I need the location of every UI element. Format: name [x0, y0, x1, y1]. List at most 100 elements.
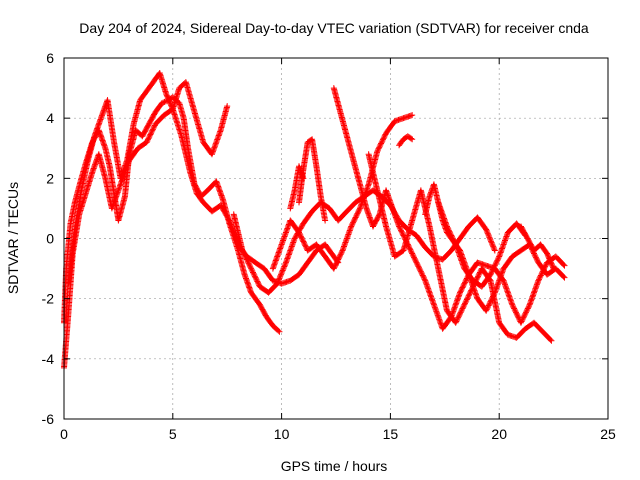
data-point — [457, 310, 464, 317]
data-point — [533, 255, 540, 262]
data-point — [491, 246, 498, 253]
data-point — [247, 264, 254, 271]
data-point — [509, 302, 516, 309]
data-point — [348, 222, 355, 229]
data-point — [561, 262, 568, 269]
data-point — [448, 232, 455, 239]
data-point — [298, 224, 305, 231]
data-point — [217, 202, 224, 209]
data-point — [352, 214, 359, 221]
data-point — [160, 99, 167, 106]
data-point — [149, 127, 156, 134]
data-point — [537, 272, 544, 279]
data-point — [449, 235, 456, 242]
data-point — [299, 237, 306, 244]
data-point — [224, 103, 231, 110]
data-point — [254, 279, 261, 286]
data-point — [465, 293, 472, 300]
data-point — [332, 261, 339, 268]
data-point — [282, 260, 289, 267]
data-point — [545, 254, 552, 261]
data-point — [411, 255, 418, 262]
data-point — [218, 203, 225, 210]
data-point — [518, 318, 525, 325]
data-point — [248, 265, 255, 272]
data-point — [447, 231, 454, 238]
data-point — [450, 236, 457, 243]
data-point — [292, 234, 299, 241]
data-point — [414, 260, 421, 267]
data-point — [511, 305, 518, 312]
data-point — [243, 256, 250, 263]
data-point — [144, 137, 151, 144]
data-point — [246, 261, 253, 268]
data-point — [522, 310, 529, 317]
data-point — [245, 260, 252, 267]
data-point — [454, 315, 461, 322]
data-point — [378, 139, 385, 146]
data-point — [337, 252, 344, 259]
data-point — [291, 235, 298, 242]
data-point — [296, 230, 303, 237]
data-point — [489, 240, 496, 247]
data-point — [281, 263, 288, 270]
data-point — [550, 265, 557, 272]
data-point — [459, 284, 466, 291]
data-point — [548, 337, 555, 344]
data-point — [476, 270, 483, 277]
data-point — [224, 213, 231, 220]
data-point — [163, 92, 170, 99]
data-point — [451, 238, 458, 245]
data-point — [484, 230, 491, 237]
data-point — [417, 267, 424, 274]
data-point — [485, 231, 492, 238]
data-point — [446, 228, 453, 235]
data-point — [397, 226, 404, 233]
data-point — [165, 96, 172, 103]
data-point — [455, 313, 462, 320]
data-point — [164, 93, 171, 100]
data-point — [161, 98, 168, 105]
data-point — [458, 308, 465, 315]
data-point — [475, 273, 482, 280]
data-point — [355, 209, 362, 216]
data-point — [531, 251, 538, 258]
data-point — [488, 270, 495, 277]
data-point — [513, 310, 520, 317]
data-point — [396, 224, 403, 231]
data-point — [249, 268, 256, 275]
y-tick-label: 4 — [46, 110, 54, 126]
data-point — [490, 292, 497, 299]
data-point — [548, 261, 555, 268]
data-point — [350, 218, 357, 225]
data-point — [485, 302, 492, 309]
data-point — [514, 311, 521, 318]
data-point — [223, 212, 230, 219]
data-point — [462, 300, 469, 307]
data-point — [491, 247, 498, 254]
data-point — [399, 229, 406, 236]
data-point — [419, 271, 426, 278]
data-point — [494, 257, 501, 264]
data-point — [278, 271, 285, 278]
data-point — [408, 249, 415, 256]
data-point — [456, 311, 463, 318]
data-point — [222, 209, 229, 216]
data-point — [374, 148, 381, 155]
data-point — [458, 285, 465, 292]
data-point — [448, 233, 455, 240]
data-point — [280, 264, 287, 271]
data-point — [244, 257, 251, 264]
data-point — [164, 94, 171, 101]
data-point — [460, 304, 467, 311]
data-point — [458, 287, 465, 294]
data-point — [296, 229, 303, 236]
x-tick-label: 20 — [491, 426, 507, 442]
series-6 — [287, 163, 307, 212]
y-tick-label: -6 — [42, 411, 55, 427]
data-point — [353, 213, 360, 220]
data-point — [338, 250, 345, 257]
data-point — [166, 98, 173, 105]
data-point — [275, 277, 282, 284]
data-point — [489, 267, 496, 274]
